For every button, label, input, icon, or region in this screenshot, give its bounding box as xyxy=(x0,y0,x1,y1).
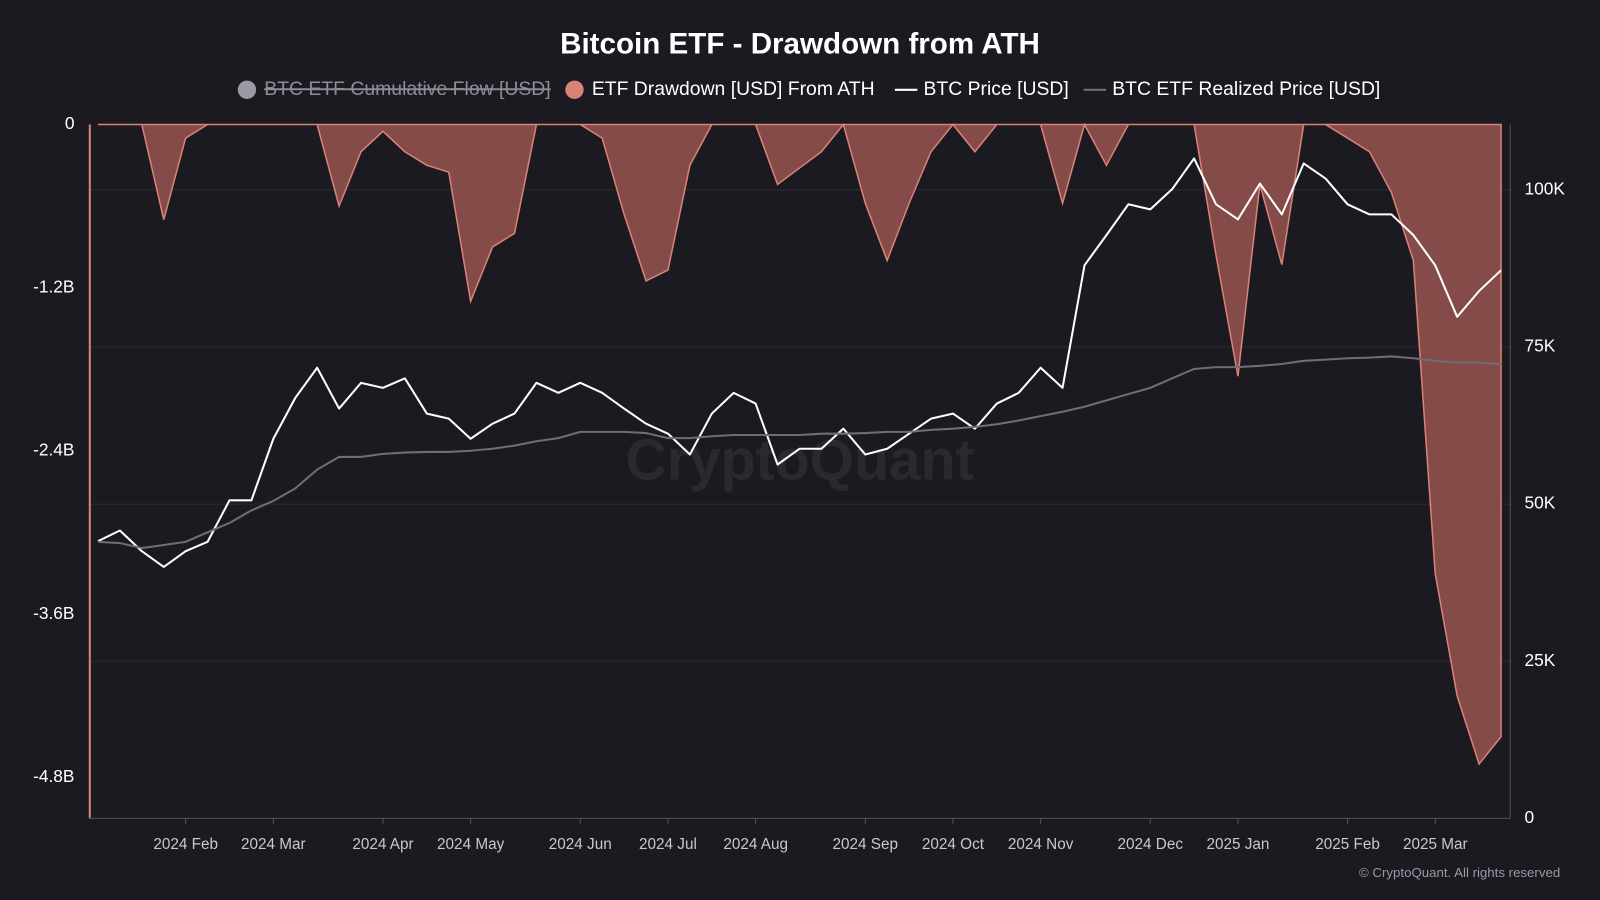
legend-label[interactable]: ETF Drawdown [USD] From ATH xyxy=(592,78,875,100)
y-tick-label: -1.2B xyxy=(33,276,74,296)
legend-marker xyxy=(237,80,257,99)
y2-tick-label: 25K xyxy=(1524,650,1555,670)
footer: © CryptoQuant. All rights reserved xyxy=(1359,865,1560,880)
legend-marker xyxy=(565,80,584,99)
x-tick-label: 2025 Feb xyxy=(1315,836,1380,853)
x-tick-label: 2024 Mar xyxy=(241,836,306,853)
y2-tick-label: 75K xyxy=(1524,336,1555,356)
x-tick-label: 2024 Oct xyxy=(922,836,985,853)
x-tick-label: 2024 Aug xyxy=(723,836,788,853)
legend-label[interactable]: BTC ETF Realized Price [USD] xyxy=(1112,78,1380,100)
legend-label[interactable]: BTC ETF Cumulative Flow [USD] xyxy=(264,78,550,100)
x-tick-label: 2024 May xyxy=(437,836,505,853)
y-tick-label: -4.8B xyxy=(33,766,74,786)
x-tick-label: 2024 Apr xyxy=(352,836,413,853)
price-line xyxy=(97,355,1502,550)
x-tick-label: 2024 Dec xyxy=(1118,836,1184,853)
y2-tick-label: 0 xyxy=(1524,807,1534,827)
y2-tick-label: 100K xyxy=(1524,178,1565,198)
x-tick-label: 2025 Mar xyxy=(1403,836,1468,853)
y2-tick-label: 50K xyxy=(1524,493,1555,513)
x-tick-label: 2024 Sep xyxy=(833,836,899,853)
y-tick-label: -2.4B xyxy=(33,440,74,460)
x-tick-label: 2024 Nov xyxy=(1008,836,1074,853)
legend-label[interactable]: BTC Price [USD] xyxy=(923,78,1068,100)
x-tick-label: 2024 Feb xyxy=(153,836,218,853)
y-tick-label: -3.6B xyxy=(33,603,74,623)
y-tick-label: 0 xyxy=(65,113,75,133)
x-tick-label: 2025 Jan xyxy=(1206,836,1269,853)
chart-title: Bitcoin ETF - Drawdown from ATH xyxy=(560,28,1040,61)
drawdown-area xyxy=(97,122,1502,766)
price-line xyxy=(97,157,1502,568)
legend: BTC ETF Cumulative Flow [USD] ETF Drawdow… xyxy=(237,78,1380,100)
x-tick-label: 2024 Jul xyxy=(639,836,697,853)
x-tick-label: 2024 Jun xyxy=(549,836,612,853)
